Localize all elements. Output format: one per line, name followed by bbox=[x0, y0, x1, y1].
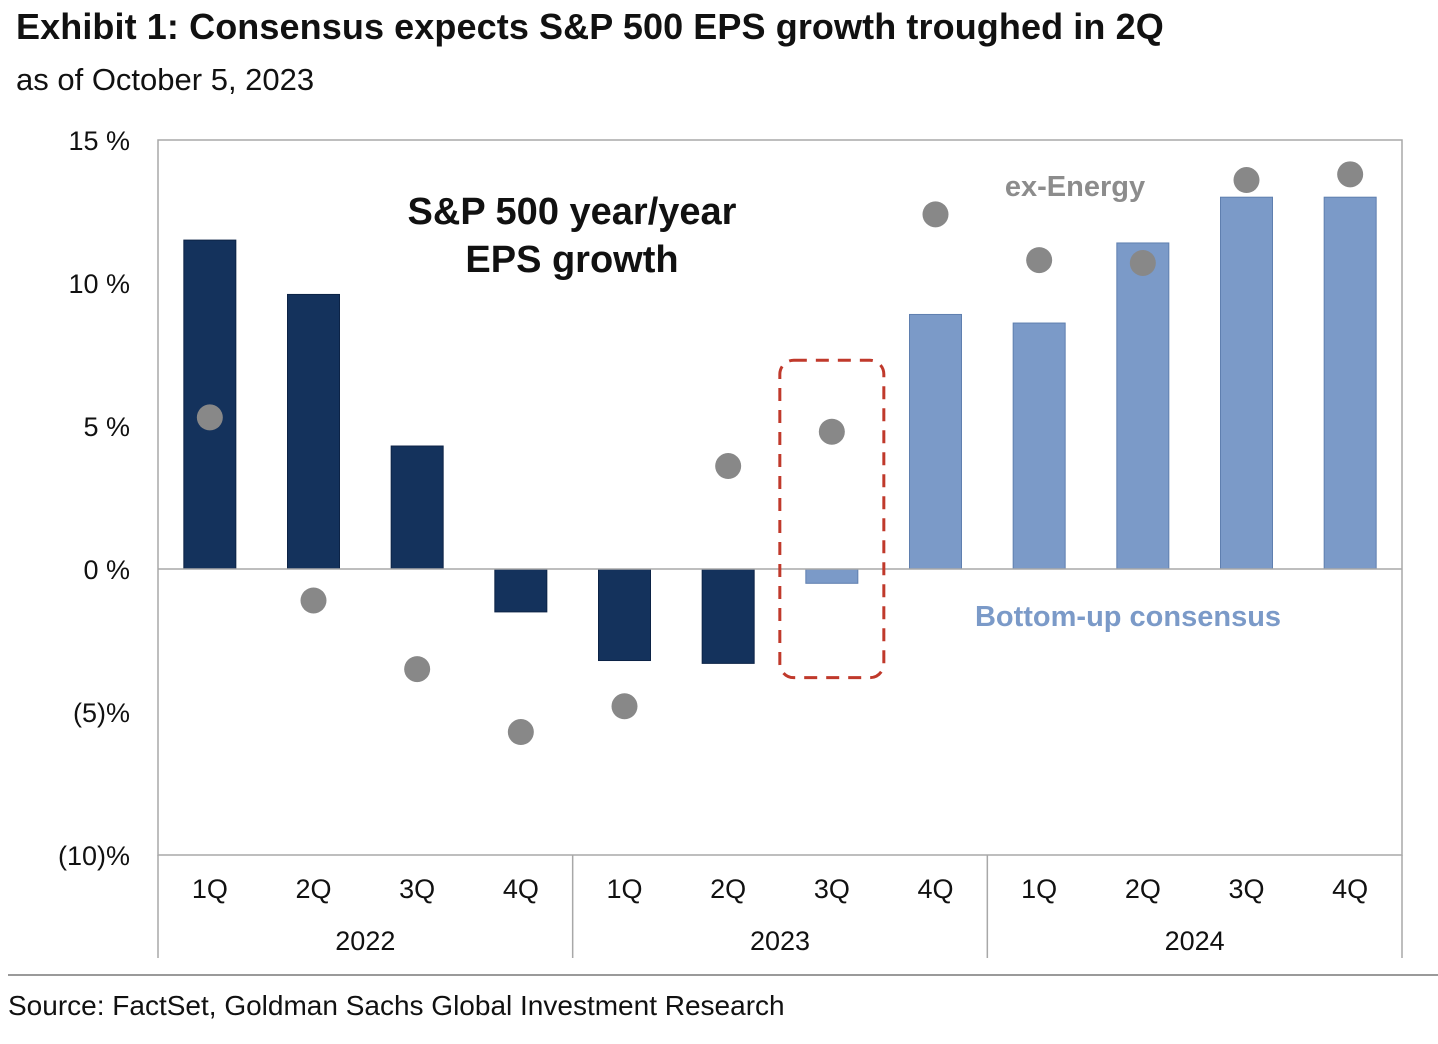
eps-growth-bar bbox=[1116, 242, 1170, 570]
x-tick-label: 4Q bbox=[1332, 874, 1368, 904]
x-tick-label: 2Q bbox=[295, 874, 331, 904]
ex-energy-point bbox=[1026, 247, 1053, 274]
chart-title-line-2: EPS growth bbox=[465, 239, 678, 281]
eps-growth-bar bbox=[494, 568, 548, 613]
x-tick-label: 3Q bbox=[814, 874, 850, 904]
ex-energy-point bbox=[404, 656, 431, 683]
x-tick-label: 2Q bbox=[1125, 874, 1161, 904]
highlight-box bbox=[778, 358, 886, 680]
ex-energy-point bbox=[507, 719, 534, 746]
ex-energy-label: ex-Energy bbox=[1005, 171, 1145, 203]
x-tick-label: 3Q bbox=[399, 874, 435, 904]
ex-energy-point bbox=[1129, 249, 1156, 276]
ex-energy-point bbox=[1337, 161, 1364, 188]
y-tick-label: (5)% bbox=[73, 698, 130, 728]
ex-energy-point bbox=[818, 418, 845, 445]
x-tick-label: 1Q bbox=[192, 874, 228, 904]
eps-growth-bar bbox=[1220, 196, 1273, 570]
exhibit-title: Exhibit 1: Consensus expects S&P 500 EPS… bbox=[16, 6, 1164, 47]
eps-growth-bar bbox=[1323, 196, 1377, 570]
y-tick-label: 10 % bbox=[68, 269, 130, 299]
y-tick-label: 5 % bbox=[83, 412, 130, 442]
x-tick-label: 4Q bbox=[503, 874, 539, 904]
eps-growth-bar bbox=[701, 568, 755, 664]
year-label: 2024 bbox=[1165, 926, 1225, 956]
y-tick-label: 15 % bbox=[68, 126, 130, 156]
ex-energy-point bbox=[1233, 167, 1260, 194]
eps-growth-bar bbox=[1012, 322, 1066, 570]
x-tick-label: 3Q bbox=[1228, 874, 1264, 904]
y-tick-label: 0 % bbox=[83, 555, 130, 585]
ex-energy-point bbox=[300, 587, 327, 614]
eps-growth-bar bbox=[909, 313, 962, 570]
ex-energy-point bbox=[611, 693, 638, 720]
chart-title-line-1: S&P 500 year/year bbox=[408, 191, 737, 233]
plot-area bbox=[157, 139, 1403, 856]
axes: 15 % 10 % 5 % 0 % (5)% (10)% 1Q 2Q 3Q 4Q 1Q 2Q 3Q 4Q 1… bbox=[8, 126, 1438, 976]
x-tick-label: 1Q bbox=[1021, 874, 1057, 904]
ex-energy-point bbox=[196, 404, 223, 431]
y-tick-label: (10)% bbox=[58, 841, 130, 871]
exhibit-subtitle: as of October 5, 2023 bbox=[16, 62, 315, 97]
ex-energy-point bbox=[715, 453, 742, 480]
x-tick-label: 2Q bbox=[710, 874, 746, 904]
year-label: 2023 bbox=[750, 926, 810, 956]
eps-growth-bar bbox=[287, 293, 340, 570]
bar-series bbox=[183, 196, 1377, 664]
eps-growth-bar bbox=[598, 568, 651, 662]
x-tick-label: 1Q bbox=[606, 874, 642, 904]
source-note: Source: FactSet, Goldman Sachs Global In… bbox=[8, 990, 785, 1021]
x-tick-label: 4Q bbox=[917, 874, 953, 904]
ex-energy-series bbox=[196, 161, 1364, 746]
plot-frame bbox=[157, 139, 1403, 856]
ex-energy-point bbox=[922, 201, 949, 228]
bottom-up-consensus-label: Bottom-up consensus bbox=[975, 601, 1281, 633]
eps-growth-bar bbox=[390, 445, 444, 570]
year-label: 2022 bbox=[335, 926, 395, 956]
eps-growth-bar bbox=[805, 568, 859, 584]
